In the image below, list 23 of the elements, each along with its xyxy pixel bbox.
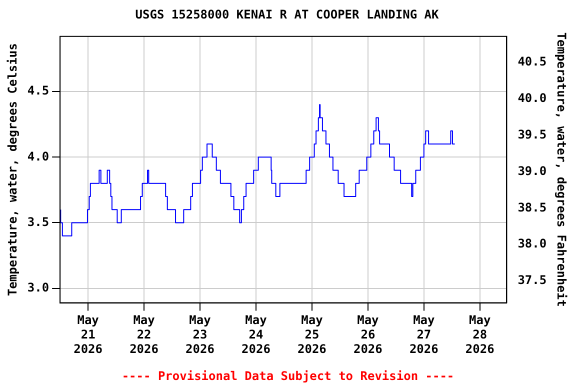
y2-axis-title: Temperature, water, degrees Fahrenheit — [554, 32, 569, 307]
y2-tick-label: 39.0 — [518, 164, 547, 178]
y2-tick-label: 40.0 — [518, 91, 547, 106]
x-tick-label: May 28 2026 — [465, 313, 494, 356]
y2-tick-label: 38.5 — [518, 200, 547, 214]
y-tick-label: 4.0 — [27, 149, 50, 164]
x-tick-label: May 25 2026 — [298, 313, 326, 356]
x-tick-label: May 22 2026 — [130, 313, 158, 356]
x-tick-label: May 24 2026 — [242, 313, 270, 356]
text: ---- Provisional Data Subject to Revision ---- — [122, 369, 454, 383]
x-tick-label: May 26 2026 — [353, 313, 382, 356]
y-tick-label: 3.5 — [27, 214, 50, 229]
y-axis-title: Temperature, water, degrees Celsius — [5, 43, 20, 296]
y2-tick-label: 40.5 — [518, 54, 547, 69]
chart-title: USGS 15258000 KENAI R AT COOPER LANDING AK — [135, 7, 440, 22]
y2-tick-label: 37.5 — [518, 273, 547, 288]
y2-tick-label: 39.5 — [518, 128, 547, 142]
y-tick-label: 3.0 — [27, 280, 50, 294]
y2-tick-label: 38.0 — [518, 236, 547, 251]
x-tick-label: May 27 2026 — [409, 313, 438, 356]
x-tick-label: May 23 2026 — [186, 313, 214, 356]
y-tick-label: 4.5 — [27, 84, 50, 98]
x-tick-label: May 21 2026 — [74, 313, 103, 356]
